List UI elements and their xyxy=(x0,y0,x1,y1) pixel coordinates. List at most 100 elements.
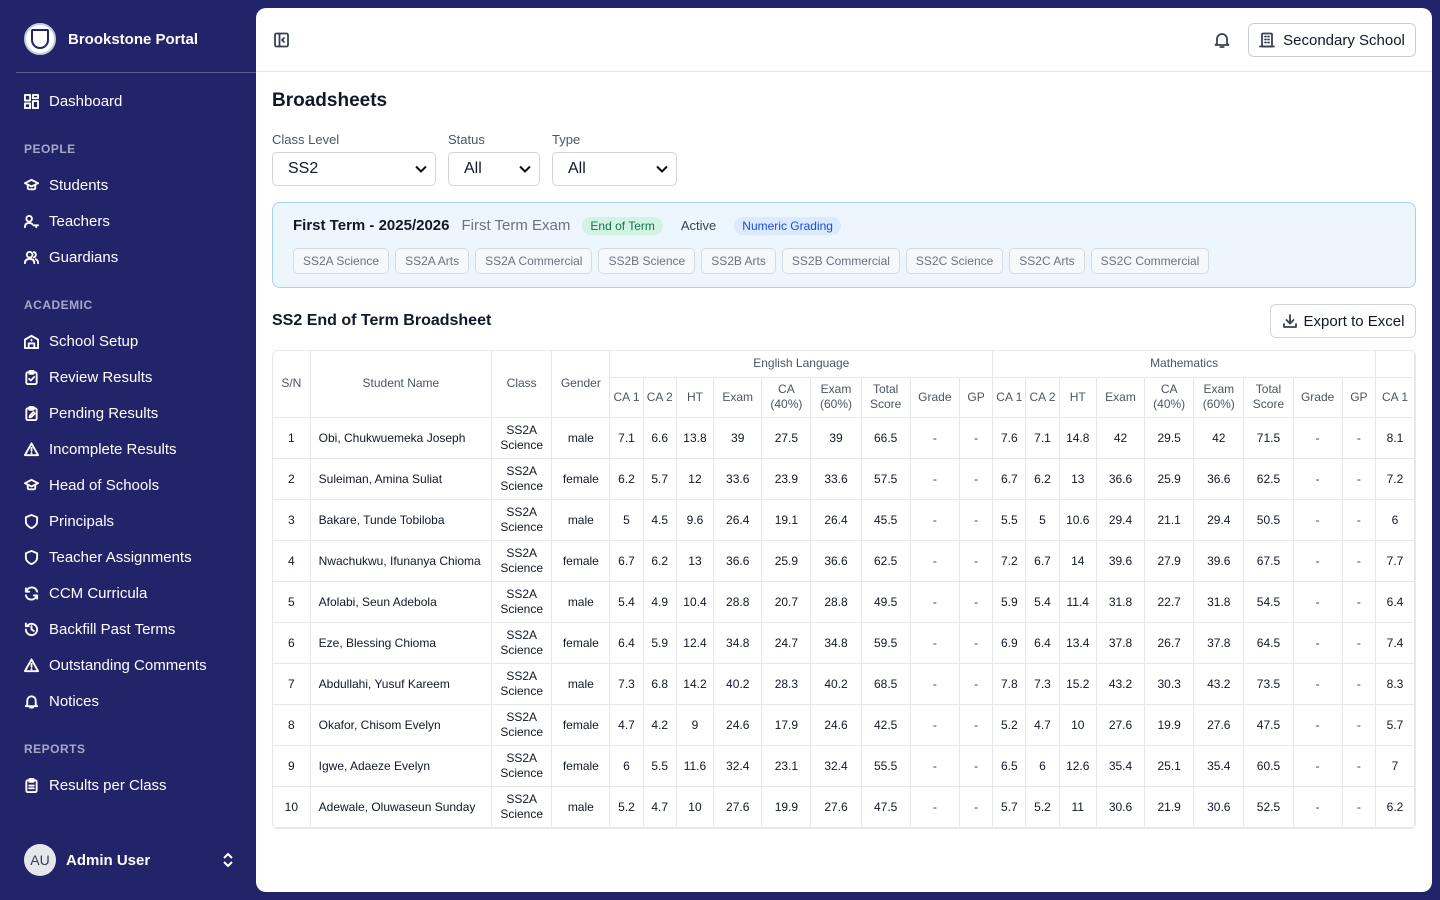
sidebar-divider xyxy=(16,72,256,73)
sidebar-item-head-of-schools[interactable]: Head of Schools xyxy=(24,473,159,497)
cell-mathematics: 5.4 xyxy=(1025,581,1060,623)
term-card[interactable]: First Term - 2025/2026 First Term Exam E… xyxy=(272,202,1416,288)
cell-mathematics: 54.5 xyxy=(1243,581,1294,623)
cell-mathematics: 52.5 xyxy=(1243,786,1294,828)
class-chip[interactable]: SS2A Arts xyxy=(395,248,470,274)
table-row[interactable]: 5 Afolabi, Seun Adebola SS2A Science male 5.… xyxy=(273,581,1415,623)
table-row[interactable]: 4 Nwachukwu, Ifunanya Chioma SS2A Science f… xyxy=(273,540,1415,582)
cell-mathematics: - xyxy=(1342,540,1376,582)
sidebar-item-students[interactable]: Students xyxy=(24,173,108,197)
cell-english: 20.7 xyxy=(761,581,812,623)
school-selector-label: Secondary School xyxy=(1283,31,1405,49)
brand-name: Brookstone Portal xyxy=(68,30,199,48)
type-select[interactable]: All xyxy=(552,152,677,186)
cell-sn: 2 xyxy=(273,458,311,500)
class-chip[interactable]: SS2A Commercial xyxy=(475,248,593,274)
column-header-eng-5: Exam (60%) xyxy=(810,377,862,418)
class-level-select[interactable]: SS2 xyxy=(272,152,436,186)
table-row[interactable]: 10 Adewale, Oluwaseun Sunday SS2A Science m… xyxy=(273,786,1415,828)
cell-student-name: Afolabi, Seun Adebola xyxy=(310,581,493,623)
cell-english: 5.7 xyxy=(643,458,677,500)
cell-sn: 4 xyxy=(273,540,311,582)
term-exam: First Term Exam xyxy=(461,217,571,234)
table-row[interactable]: 1 Obi, Chukwuemeka Joseph SS2A Science male… xyxy=(273,417,1415,459)
cell-english: 9.6 xyxy=(676,499,715,541)
column-header-class: Class xyxy=(491,351,553,418)
cell-mathematics: 7.3 xyxy=(1025,663,1060,705)
users-icon xyxy=(24,250,39,264)
class-chip[interactable]: SS2B Science xyxy=(598,248,696,274)
cell-english: 14.2 xyxy=(676,663,715,705)
column-header-eng-6: Total Score xyxy=(861,377,911,418)
cell-mathematics: 5.7 xyxy=(992,786,1027,828)
sidebar-item-outstanding-comments[interactable]: Outstanding Comments xyxy=(24,653,207,677)
cell-mathematics: - xyxy=(1342,499,1376,541)
sidebar-item-results-per-class[interactable]: Results per Class xyxy=(24,773,167,797)
cell-student-name: Adewale, Oluwaseun Sunday xyxy=(310,786,493,828)
table-row[interactable]: 6 Eze, Blessing Chioma SS2A Science female 6… xyxy=(273,622,1415,664)
cell-next-subject: 5.7 xyxy=(1375,704,1415,746)
table-row[interactable]: 7 Abdullahi, Yusuf Kareem SS2A Science male… xyxy=(273,663,1415,705)
school-selector-button[interactable]: Secondary School xyxy=(1248,23,1416,57)
cell-english: 4.2 xyxy=(643,704,677,746)
cell-class: SS2A Science xyxy=(491,704,553,746)
sidebar-toggle-button[interactable] xyxy=(272,30,292,50)
cell-gender: female xyxy=(551,540,611,582)
sidebar-item-principals[interactable]: Principals xyxy=(24,509,114,533)
sidebar-item-guardians[interactable]: Guardians xyxy=(24,245,118,269)
export-excel-button[interactable]: Export to Excel xyxy=(1270,304,1416,338)
class-chip[interactable]: SS2C Arts xyxy=(1009,248,1085,274)
cell-mathematics: - xyxy=(1293,786,1343,828)
sidebar-item-incomplete-results[interactable]: Incomplete Results xyxy=(24,437,177,461)
cell-english: 5 xyxy=(609,499,644,541)
user-menu[interactable]: AU Admin User xyxy=(24,844,234,876)
cell-next-subject: 6.4 xyxy=(1375,581,1415,623)
status-select[interactable]: All xyxy=(448,152,540,186)
building-icon xyxy=(24,334,39,349)
cell-english: 6.4 xyxy=(609,622,644,664)
cell-english: - xyxy=(910,499,960,541)
table-row[interactable]: 8 Okafor, Chisom Evelyn SS2A Science female… xyxy=(273,704,1415,746)
sidebar-item-label: Guardians xyxy=(49,248,119,266)
sidebar-item-ccm-curricula[interactable]: CCM Curricula xyxy=(24,581,147,605)
cell-english: 13.8 xyxy=(676,417,715,459)
class-chip[interactable]: SS2A Science xyxy=(293,248,390,274)
brand[interactable]: Brookstone Portal xyxy=(24,22,198,56)
table-row[interactable]: 3 Bakare, Tunde Tobiloba SS2A Science male 5… xyxy=(273,499,1415,541)
chevron-down-icon xyxy=(415,165,427,173)
class-chip[interactable]: SS2C Commercial xyxy=(1090,248,1210,274)
sidebar-item-review-results[interactable]: Review Results xyxy=(24,365,152,389)
sidebar-item-notices[interactable]: Notices xyxy=(24,689,99,713)
sidebar-item-dashboard[interactable]: Dashboard xyxy=(24,89,122,113)
sidebar-item-school-setup[interactable]: School Setup xyxy=(24,329,138,353)
cell-english: 68.5 xyxy=(861,663,911,705)
cell-english: 6.7 xyxy=(609,540,644,582)
cell-english: 49.5 xyxy=(861,581,911,623)
class-chip[interactable]: SS2B Commercial xyxy=(781,248,900,274)
term-name: First Term - 2025/2026 xyxy=(293,217,450,234)
cell-mathematics: - xyxy=(1342,622,1376,664)
table-row[interactable]: 9 Igwe, Adaeze Evelyn SS2A Science female 6 5… xyxy=(273,745,1415,787)
cell-english: 36.6 xyxy=(810,540,862,582)
class-chip[interactable]: SS2B Arts xyxy=(701,248,776,274)
cell-mathematics: 27.6 xyxy=(1193,704,1245,746)
cell-mathematics: 71.5 xyxy=(1243,417,1294,459)
cell-english: 19.9 xyxy=(761,786,812,828)
table-row[interactable]: 2 Suleiman, Amina Suliat SS2A Science femal… xyxy=(273,458,1415,500)
cell-english: - xyxy=(959,499,994,541)
sidebar-item-teacher-assignments[interactable]: Teacher Assignments xyxy=(24,545,192,569)
cell-mathematics: - xyxy=(1342,417,1376,459)
cell-mathematics: 6.7 xyxy=(1025,540,1060,582)
cell-mathematics: 6.2 xyxy=(1025,458,1060,500)
cell-mathematics: 21.9 xyxy=(1144,786,1195,828)
class-chip[interactable]: SS2C Science xyxy=(905,248,1004,274)
cell-mathematics: 5.9 xyxy=(992,581,1027,623)
sidebar-item-pending-results[interactable]: Pending Results xyxy=(24,401,158,425)
subject-header-mathematics: Mathematics xyxy=(992,351,1376,378)
column-header-math-3: Exam xyxy=(1096,377,1146,418)
sidebar-item-teachers[interactable]: Teachers xyxy=(24,209,110,233)
broadsheet-table-container[interactable]: S/N Student Name Class Gender English La… xyxy=(272,350,1416,829)
cell-mathematics: 30.3 xyxy=(1144,663,1195,705)
notifications-button[interactable] xyxy=(1212,30,1232,50)
sidebar-item-backfill-past-terms[interactable]: Backfill Past Terms xyxy=(24,617,175,641)
